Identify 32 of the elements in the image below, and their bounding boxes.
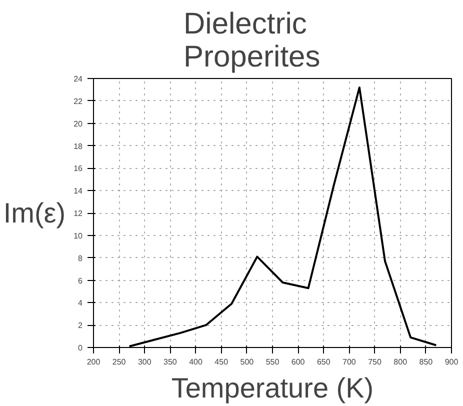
y-tick-label: 12 (74, 209, 84, 218)
x-tick-label: 400 (189, 358, 204, 366)
chart-title: Dielectric Properites (184, 8, 320, 74)
x-tick-label: 800 (394, 358, 408, 366)
y-tick-label: 22 (74, 96, 84, 106)
x-tick-label: 250 (112, 358, 126, 366)
line-series (128, 86, 438, 348)
x-tick-label: 550 (266, 358, 280, 366)
y-tick-label: 10 (74, 231, 84, 240)
x-tick-label: 200 (86, 358, 101, 366)
y-tick-label: 6 (78, 276, 84, 286)
y-tick-label: 18 (74, 142, 84, 151)
x-tick-label: 300 (138, 358, 152, 366)
y-tick-label: 4 (78, 298, 84, 308)
x-tick-label: 450 (214, 358, 229, 366)
x-tick-label: 500 (240, 358, 254, 366)
y-axis-title: Im(ε) (3, 198, 66, 228)
x-tick-label: 900 (444, 358, 459, 366)
x-tick-label: 850 (419, 358, 434, 366)
y-tick-label: 8 (78, 254, 84, 263)
x-tick-label: 700 (342, 358, 356, 366)
x-axis-title: Temperature (K) (171, 372, 374, 404)
x-tick-label: 350 (164, 358, 178, 366)
x-tick-label: 600 (291, 358, 306, 366)
x-tick-label: 750 (368, 358, 382, 366)
y-tick-label: 14 (74, 186, 84, 196)
y-tick-label: 2 (78, 321, 84, 330)
x-tick-label: 650 (316, 358, 331, 366)
y-tick-label: 16 (74, 164, 84, 174)
y-tick-label: 20 (74, 119, 84, 128)
y-tick-label: 24 (74, 74, 84, 84)
y-tick-label: 0 (78, 344, 84, 352)
